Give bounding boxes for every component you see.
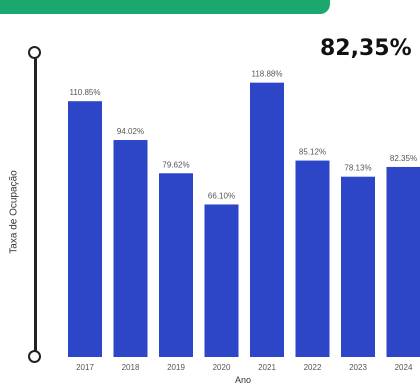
highlight-value: 82,35%	[320, 36, 412, 61]
header-banner	[0, 0, 330, 14]
x-tick-2022: 2022	[304, 363, 322, 372]
x-axis-label: Ano	[234, 375, 252, 385]
data-label-2018: 94.02%	[117, 127, 144, 136]
data-label-2023: 78.13%	[344, 164, 371, 173]
data-label-2020: 66.10%	[208, 191, 235, 200]
y-axis-bottom-cap	[28, 350, 41, 363]
x-tick-2020: 2020	[213, 363, 231, 372]
x-tick-2018: 2018	[122, 363, 140, 372]
data-label-2017: 110.85%	[70, 88, 101, 97]
bar-2020	[204, 204, 239, 357]
data-label-2019: 79.62%	[162, 160, 189, 169]
bar-2019	[159, 173, 193, 357]
x-tick-2017: 2017	[76, 363, 94, 372]
y-axis-top-cap	[28, 46, 41, 59]
bar-2024	[386, 166, 420, 357]
x-tick-2023: 2023	[349, 363, 367, 372]
x-tick-2021: 2021	[258, 363, 276, 372]
data-label-2021: 118.88%	[252, 70, 283, 79]
bar-2018	[113, 140, 148, 357]
data-label-2022: 85.12%	[299, 148, 326, 157]
bar-2022	[295, 160, 330, 357]
bar-2017	[68, 101, 102, 357]
x-tick-2024: 2024	[395, 363, 413, 372]
x-tick-2019: 2019	[167, 363, 185, 372]
bar-2023	[341, 176, 375, 357]
y-axis-line	[34, 56, 37, 358]
data-label-2024: 82.35%	[390, 154, 417, 163]
bar-2021	[250, 82, 284, 358]
